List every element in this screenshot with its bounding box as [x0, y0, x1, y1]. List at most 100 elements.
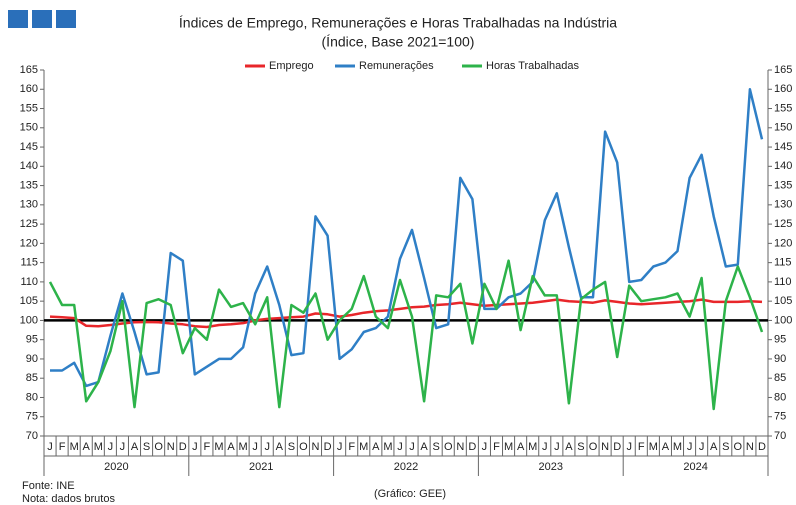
x-tick-label: A — [131, 441, 139, 453]
y-tick-label: 100 — [20, 314, 38, 326]
x-tick-label: A — [662, 441, 670, 453]
y-tick-label: 95 — [26, 334, 38, 346]
y2-tick-label: 95 — [774, 334, 786, 346]
y2-tick-label: 155 — [774, 102, 792, 114]
legend-label: Horas Trabalhadas — [486, 60, 579, 72]
y2-tick-label: 85 — [774, 372, 786, 384]
x-tick-label: J — [409, 441, 415, 453]
year-label: 2020 — [104, 461, 128, 473]
year-label: 2023 — [539, 461, 563, 473]
x-tick-label: A — [565, 441, 573, 453]
x-tick-label: M — [239, 441, 248, 453]
y-tick-label: 120 — [20, 237, 38, 249]
y2-tick-label: 165 — [774, 64, 792, 76]
year-label: 2022 — [394, 461, 418, 473]
legend-label: Emprego — [269, 60, 314, 72]
x-tick-label: N — [456, 441, 464, 453]
x-tick-label: J — [699, 441, 705, 453]
x-tick-label: M — [504, 441, 513, 453]
y-tick-label: 160 — [20, 83, 38, 95]
x-tick-label: A — [276, 441, 284, 453]
logo — [56, 10, 76, 28]
x-tick-label: D — [613, 441, 621, 453]
logo — [32, 10, 52, 28]
x-tick-label: M — [528, 441, 537, 453]
y2-tick-label: 105 — [774, 295, 792, 307]
credit: (Gráfico: GEE) — [374, 488, 446, 500]
x-tick-label: A — [517, 441, 525, 453]
x-tick-label: S — [143, 441, 150, 453]
x-tick-label: O — [444, 441, 453, 453]
x-tick-label: J — [554, 441, 560, 453]
y2-tick-label: 150 — [774, 122, 792, 134]
note: Fonte: INE — [22, 480, 75, 492]
x-tick-label: A — [710, 441, 718, 453]
x-tick-label: J — [542, 441, 548, 453]
x-tick-label: O — [589, 441, 598, 453]
x-tick-label: O — [299, 441, 308, 453]
chart-subtitle: (Índice, Base 2021=100) — [322, 34, 475, 50]
x-tick-label: O — [154, 441, 163, 453]
y-tick-label: 150 — [20, 122, 38, 134]
x-tick-label: J — [264, 441, 270, 453]
x-tick-label: D — [179, 441, 187, 453]
note: Nota: dados brutos — [22, 493, 115, 505]
y-tick-label: 155 — [20, 102, 38, 114]
x-tick-label: F — [59, 441, 66, 453]
x-tick-label: D — [468, 441, 476, 453]
y-tick-label: 125 — [20, 218, 38, 230]
y2-tick-label: 75 — [774, 411, 786, 423]
x-tick-label: F — [348, 441, 355, 453]
x-tick-label: J — [120, 441, 126, 453]
x-tick-label: J — [482, 441, 488, 453]
x-tick-label: N — [312, 441, 320, 453]
y2-tick-label: 135 — [774, 179, 792, 191]
x-tick-label: F — [638, 441, 645, 453]
y2-tick-label: 120 — [774, 237, 792, 249]
y-tick-label: 105 — [20, 295, 38, 307]
y2-tick-label: 80 — [774, 391, 786, 403]
x-tick-label: J — [108, 441, 114, 453]
y2-tick-label: 130 — [774, 199, 792, 211]
y-tick-label: 145 — [20, 141, 38, 153]
y2-tick-label: 100 — [774, 314, 792, 326]
x-tick-label: J — [397, 441, 403, 453]
x-tick-label: N — [601, 441, 609, 453]
x-tick-label: A — [227, 441, 235, 453]
x-tick-label: O — [734, 441, 743, 453]
x-tick-label: N — [746, 441, 754, 453]
y-tick-label: 130 — [20, 199, 38, 211]
x-tick-label: J — [252, 441, 258, 453]
series-line — [49, 298, 763, 329]
x-tick-label: A — [372, 441, 380, 453]
logo — [8, 10, 28, 28]
x-tick-label: M — [673, 441, 682, 453]
legend-label: Remunerações — [359, 60, 434, 72]
y-tick-label: 80 — [26, 391, 38, 403]
x-tick-label: M — [383, 441, 392, 453]
y-tick-label: 85 — [26, 372, 38, 384]
x-tick-label: M — [214, 441, 223, 453]
x-tick-label: N — [167, 441, 175, 453]
y2-tick-label: 145 — [774, 141, 792, 153]
x-tick-label: M — [70, 441, 79, 453]
x-tick-label: F — [204, 441, 211, 453]
y2-tick-label: 70 — [774, 430, 786, 442]
x-tick-label: S — [432, 441, 439, 453]
x-tick-label: A — [420, 441, 428, 453]
series-line — [50, 88, 764, 388]
x-tick-label: J — [626, 441, 632, 453]
x-tick-label: M — [359, 441, 368, 453]
x-tick-label: M — [649, 441, 658, 453]
y-tick-label: 110 — [20, 276, 38, 288]
x-tick-label: M — [94, 441, 103, 453]
y2-tick-label: 160 — [774, 83, 792, 95]
x-tick-label: D — [758, 441, 766, 453]
x-tick-label: D — [324, 441, 332, 453]
x-tick-label: F — [493, 441, 500, 453]
x-tick-label: A — [83, 441, 91, 453]
x-tick-label: J — [47, 441, 53, 453]
y-tick-label: 135 — [20, 179, 38, 191]
x-tick-label: S — [722, 441, 729, 453]
